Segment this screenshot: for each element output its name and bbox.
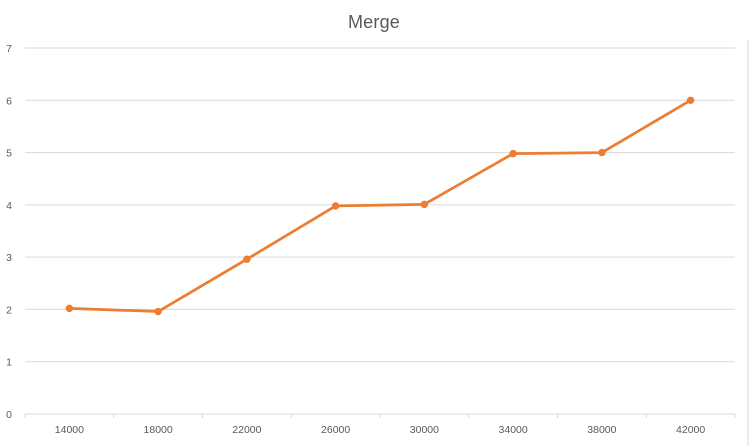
y-tick-label: 1 xyxy=(6,357,12,369)
x-tick-label: 14000 xyxy=(55,424,84,436)
data-point xyxy=(243,255,251,263)
x-tick-label: 34000 xyxy=(499,424,528,436)
data-point xyxy=(598,148,606,157)
x-tick-label: 22000 xyxy=(232,424,261,436)
y-tick-label: 2 xyxy=(6,304,12,316)
x-tick-label: 38000 xyxy=(587,424,616,436)
y-tick-label: 5 xyxy=(6,148,12,160)
y-tick-label: 6 xyxy=(6,95,12,107)
x-tick-label: 30000 xyxy=(410,424,439,436)
data-point xyxy=(65,304,74,313)
series-line xyxy=(68,98,692,313)
data-point xyxy=(154,307,162,316)
tick-labels: 0 1 2 3 4 5 6 7 14000 18000 22000 26000 30000 34000 38… xyxy=(6,43,705,436)
x-tick-label: 26000 xyxy=(321,424,350,436)
data-point xyxy=(509,149,517,158)
y-tick-label: 4 xyxy=(6,200,12,212)
data-point xyxy=(686,96,695,104)
data-point xyxy=(331,202,340,210)
data-point xyxy=(420,200,429,209)
chart-title: Merge xyxy=(347,12,401,32)
y-tick-label: 3 xyxy=(6,252,12,264)
axes xyxy=(24,413,736,418)
y-tick-label: 7 xyxy=(6,43,12,55)
series-layer xyxy=(65,96,695,316)
y-tick-label: 0 xyxy=(6,409,12,421)
x-tick-label: 18000 xyxy=(144,424,173,436)
x-tick-label: 42000 xyxy=(676,424,705,436)
